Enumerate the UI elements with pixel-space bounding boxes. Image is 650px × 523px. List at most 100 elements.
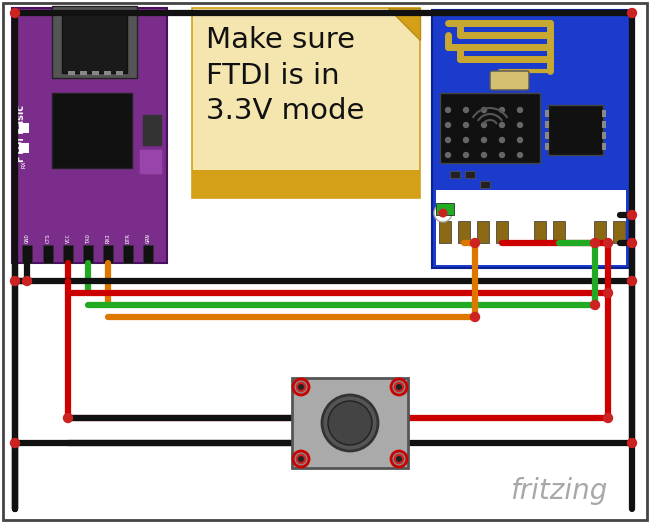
Bar [63,245,73,263]
Circle shape [517,138,523,142]
Bar [52,93,132,168]
Circle shape [482,138,486,142]
FancyBboxPatch shape [139,149,163,175]
Bar [43,245,53,263]
Bar [477,221,489,243]
Circle shape [471,238,480,247]
Circle shape [439,209,447,218]
Circle shape [603,289,612,298]
Circle shape [517,153,523,157]
FancyBboxPatch shape [490,71,529,90]
Bar [594,221,606,243]
Text: GND: GND [25,233,29,243]
Text: TXO: TXO [86,233,90,243]
Bar [436,203,454,215]
Circle shape [627,8,636,17]
Bar [12,8,167,263]
Circle shape [499,138,504,142]
Circle shape [463,122,469,128]
Circle shape [499,122,504,128]
Bar [19,143,29,153]
Circle shape [391,451,407,467]
Circle shape [463,138,469,142]
Bar [465,171,475,178]
Bar [545,110,549,117]
Bar [432,10,630,268]
Circle shape [499,108,504,112]
Bar [548,105,603,155]
Circle shape [471,313,480,322]
Circle shape [322,395,378,451]
Circle shape [627,277,636,286]
Circle shape [482,122,486,128]
Bar [602,132,606,139]
Circle shape [395,454,404,463]
Circle shape [298,456,304,462]
Bar [192,170,420,198]
Circle shape [23,277,31,286]
Text: FTDI Basic: FTDI Basic [16,105,26,162]
Circle shape [445,138,450,142]
Text: CTS: CTS [46,233,51,243]
Bar [480,181,490,188]
Circle shape [298,384,304,390]
Bar [458,221,470,243]
Bar [436,190,626,265]
Bar [103,245,113,263]
Circle shape [10,277,20,286]
Circle shape [64,414,73,423]
Circle shape [396,456,402,462]
Circle shape [603,414,612,423]
Bar [22,245,32,263]
Circle shape [627,210,636,220]
Circle shape [391,379,407,395]
Bar [613,221,625,243]
Circle shape [603,238,612,247]
Bar [83,245,93,263]
Circle shape [293,451,309,467]
Text: TX: TX [21,141,27,149]
Bar [602,110,606,117]
Text: VCC: VCC [66,233,70,243]
Circle shape [10,438,20,448]
Text: DTR: DTR [125,233,131,243]
Bar [545,143,549,150]
Circle shape [517,108,523,112]
Bar [602,143,606,150]
Bar [192,8,420,198]
Bar [545,132,549,139]
Circle shape [463,108,469,112]
Text: RXI: RXI [105,233,110,243]
Text: fritzing: fritzing [510,477,607,505]
Bar [62,11,127,73]
Polygon shape [388,8,420,40]
Bar [602,121,606,128]
Bar [545,121,549,128]
Circle shape [395,382,404,392]
Circle shape [445,108,450,112]
Circle shape [482,108,486,112]
Bar [116,71,123,75]
Bar [104,71,111,75]
Circle shape [10,8,20,17]
Circle shape [445,153,450,157]
Circle shape [296,454,306,463]
Circle shape [499,153,504,157]
Bar [439,221,451,243]
Text: Make sure
FTDI is in
3.3V mode: Make sure FTDI is in 3.3V mode [206,26,365,126]
Bar [496,221,508,243]
Bar [292,378,408,468]
Bar [52,6,137,78]
Circle shape [627,438,636,448]
Bar [450,171,460,178]
Circle shape [627,238,636,247]
Bar [440,93,540,163]
Circle shape [434,204,452,222]
Circle shape [396,384,402,390]
Bar [143,245,153,263]
Bar [192,8,420,198]
Circle shape [590,301,599,310]
Circle shape [590,238,599,247]
Bar [19,123,29,133]
Bar [80,71,87,75]
